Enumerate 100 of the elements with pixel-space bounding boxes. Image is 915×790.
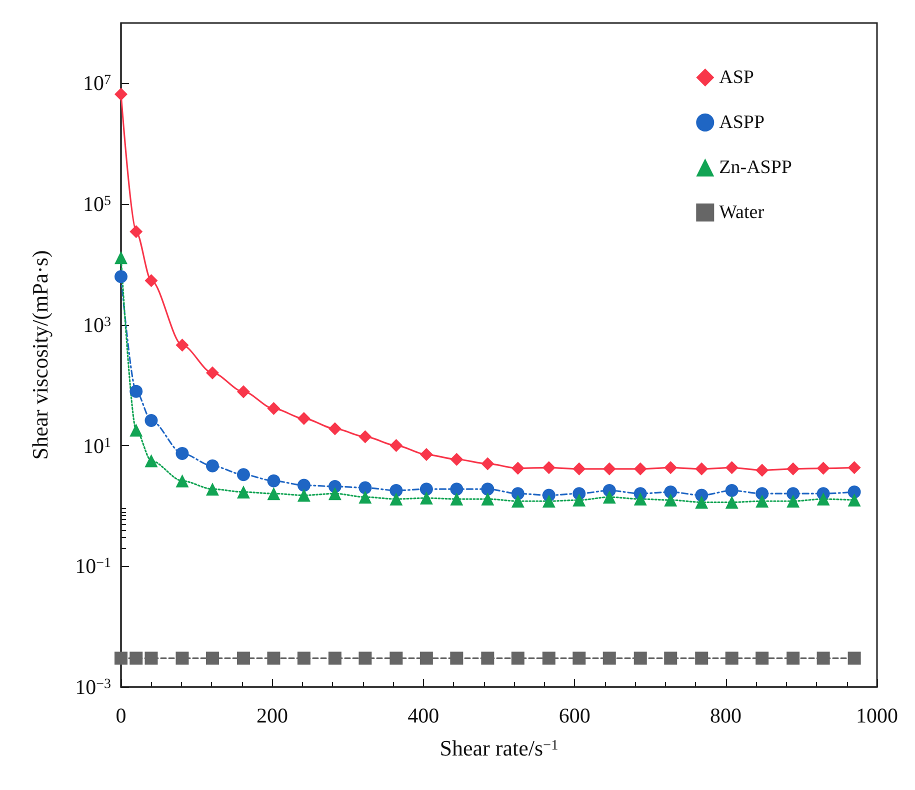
point [206,459,219,472]
point [420,448,433,462]
point [420,482,433,496]
point [450,652,464,665]
point [725,496,738,509]
point [144,274,158,288]
point [206,482,219,496]
y-tick-label: 10$^{1}$ [83,432,111,459]
point [542,652,556,665]
x-tick-label: 800 [710,704,742,728]
point [542,494,556,508]
point [420,652,433,665]
point [816,462,830,475]
point [634,652,647,665]
point [130,225,143,238]
point [664,652,678,665]
point [695,496,708,509]
x-tick-label: 0 [116,704,126,728]
y-axis-title: Shear viscosity/(mPa·s) [28,250,52,460]
point [297,478,310,492]
point [176,338,189,352]
point [236,652,250,665]
point [786,462,800,476]
point [481,482,494,496]
point [848,461,861,474]
point [481,652,494,665]
x-tick-label: 200 [256,704,288,728]
point [328,487,342,500]
point [695,652,708,665]
point [130,652,143,665]
point [511,652,524,665]
point [816,652,830,665]
point [297,652,310,665]
y-tick-label: 10$^{−3}$ [75,674,111,700]
point [511,462,524,475]
point [390,484,403,497]
point [664,461,678,474]
x-tick-label: 400 [408,704,440,728]
point [328,652,342,665]
point [695,462,708,476]
point [572,652,586,665]
point [176,652,189,665]
point [725,652,738,665]
point [664,486,678,498]
point [390,652,403,665]
point [481,492,494,506]
point [114,88,128,101]
point [267,652,280,665]
point [114,652,128,665]
point [130,384,143,398]
point [572,494,586,507]
y-tick-label: 10$^{5}$ [83,191,111,218]
point [450,492,464,506]
point [144,414,158,427]
point [130,424,143,437]
point [390,439,403,452]
point [756,464,769,477]
point [358,481,372,494]
point [848,494,861,507]
point [297,412,310,426]
point [602,462,616,476]
point [725,484,738,497]
point [328,422,342,436]
point [848,486,861,498]
point [786,494,800,508]
point [144,652,158,665]
point [725,461,738,474]
point [848,652,861,665]
point [450,482,464,496]
point [481,457,494,470]
point [236,468,250,482]
point [664,494,678,507]
point [634,492,647,506]
point [602,490,616,504]
point [390,492,403,506]
point [267,402,280,416]
point [297,488,310,502]
point [114,270,128,284]
point [542,461,556,474]
point [602,652,616,665]
point [206,652,219,665]
point [267,474,280,488]
point [176,446,189,460]
point [450,452,464,466]
point [756,652,769,665]
point [358,652,372,665]
x-tick-label: 1000 [856,704,898,728]
point [114,251,128,264]
legend-label: Water [719,202,765,223]
point [511,494,524,508]
y-tick-label: 10$^{−1}$ [75,553,111,580]
point [634,462,647,476]
point [572,462,586,476]
point [420,492,433,505]
legend-label: ASP [719,67,754,88]
point [816,492,830,506]
point [786,652,800,665]
point [358,490,372,504]
point [267,487,280,500]
point [144,454,158,468]
